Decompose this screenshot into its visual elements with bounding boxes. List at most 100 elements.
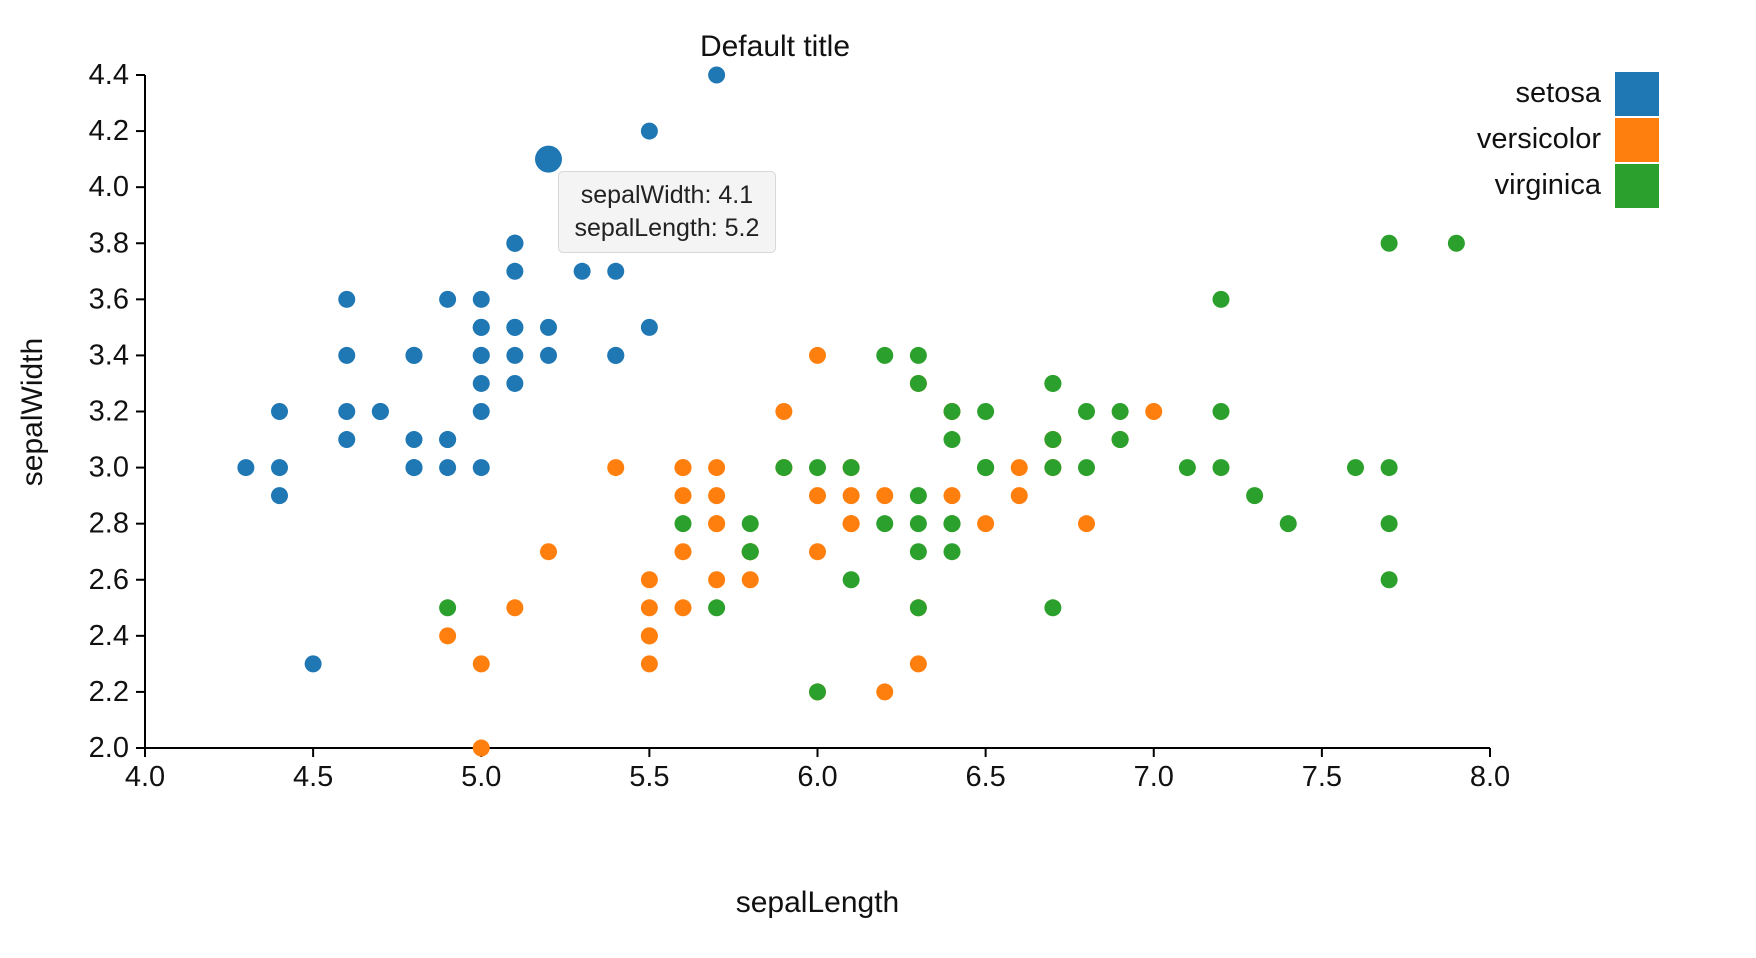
data-point-setosa[interactable] xyxy=(338,290,356,308)
data-point-setosa[interactable] xyxy=(472,346,490,364)
data-point-versicolor[interactable] xyxy=(472,739,490,757)
data-point-virginica[interactable] xyxy=(1380,459,1398,477)
data-point-virginica[interactable] xyxy=(876,515,894,533)
data-point-setosa[interactable] xyxy=(271,487,288,505)
data-point-versicolor[interactable] xyxy=(876,683,894,701)
data-point-virginica[interactable] xyxy=(741,515,759,533)
data-point-setosa[interactable] xyxy=(506,262,524,280)
data-point-versicolor[interactable] xyxy=(674,543,692,561)
data-point-versicolor[interactable] xyxy=(842,487,860,505)
data-point-virginica[interactable] xyxy=(1078,459,1095,477)
legend-item-virginica[interactable]: virginica xyxy=(1477,163,1659,208)
data-point-setosa[interactable] xyxy=(338,403,356,420)
legend-item-versicolor[interactable]: versicolor xyxy=(1477,117,1659,162)
data-point-setosa[interactable] xyxy=(607,346,625,364)
data-point-versicolor[interactable] xyxy=(1010,487,1028,505)
data-point-virginica[interactable] xyxy=(909,487,927,505)
data-point-virginica[interactable] xyxy=(909,599,927,617)
data-point-virginica[interactable] xyxy=(708,599,726,617)
data-point-virginica[interactable] xyxy=(809,459,826,477)
data-point-setosa[interactable] xyxy=(640,122,658,140)
data-point-versicolor[interactable] xyxy=(775,403,793,420)
data-point-versicolor[interactable] xyxy=(472,655,490,673)
data-point-setosa[interactable] xyxy=(472,403,490,420)
data-point-setosa[interactable] xyxy=(708,66,726,84)
data-point-virginica[interactable] xyxy=(1246,487,1264,505)
data-point-virginica[interactable] xyxy=(1111,431,1129,449)
data-point-virginica[interactable] xyxy=(674,515,692,533)
data-point-virginica[interactable] xyxy=(977,403,995,420)
data-point-virginica[interactable] xyxy=(909,543,927,561)
data-point-virginica[interactable] xyxy=(876,346,894,364)
data-point-virginica[interactable] xyxy=(741,543,759,561)
data-point-virginica[interactable] xyxy=(943,515,961,533)
data-point-virginica[interactable] xyxy=(1380,571,1398,589)
data-point-versicolor[interactable] xyxy=(977,515,995,533)
data-point-versicolor[interactable] xyxy=(640,655,658,673)
data-point-versicolor[interactable] xyxy=(708,459,726,477)
data-point-setosa[interactable] xyxy=(271,459,288,477)
data-point-virginica[interactable] xyxy=(1044,431,1062,449)
data-point-virginica[interactable] xyxy=(1212,403,1230,420)
data-point-setosa[interactable] xyxy=(271,403,288,420)
data-point-versicolor[interactable] xyxy=(607,459,625,477)
data-point-virginica[interactable] xyxy=(1044,374,1062,392)
data-point-versicolor[interactable] xyxy=(943,487,961,505)
data-point-virginica[interactable] xyxy=(1380,515,1398,533)
data-point-versicolor[interactable] xyxy=(809,346,826,364)
data-point-virginica[interactable] xyxy=(1447,234,1465,252)
data-point-virginica[interactable] xyxy=(1279,515,1297,533)
data-point-versicolor[interactable] xyxy=(439,627,457,645)
data-point-setosa[interactable] xyxy=(405,431,423,449)
data-point-versicolor[interactable] xyxy=(640,627,658,645)
data-point-versicolor[interactable] xyxy=(674,459,692,477)
data-point-versicolor[interactable] xyxy=(842,515,860,533)
data-point-setosa[interactable] xyxy=(338,431,356,449)
data-point-setosa[interactable] xyxy=(439,459,457,477)
data-point-versicolor[interactable] xyxy=(708,487,726,505)
data-point-versicolor[interactable] xyxy=(876,487,894,505)
data-point-setosa[interactable] xyxy=(472,318,490,336)
data-point-virginica[interactable] xyxy=(909,515,927,533)
data-point-setosa[interactable] xyxy=(304,655,322,673)
data-point-setosa[interactable] xyxy=(405,459,423,477)
data-point-setosa[interactable] xyxy=(506,346,524,364)
data-point-virginica[interactable] xyxy=(1212,290,1230,308)
data-point-virginica[interactable] xyxy=(1380,234,1398,252)
data-point-setosa[interactable] xyxy=(607,262,625,280)
data-point-virginica[interactable] xyxy=(977,459,995,477)
data-point-versicolor[interactable] xyxy=(540,543,557,561)
data-point-setosa[interactable] xyxy=(640,318,658,336)
data-point-versicolor[interactable] xyxy=(674,599,692,617)
data-point-versicolor[interactable] xyxy=(708,515,726,533)
data-point-versicolor[interactable] xyxy=(708,571,726,589)
data-point-virginica[interactable] xyxy=(775,459,793,477)
data-point-setosa[interactable] xyxy=(371,403,389,420)
data-point-virginica[interactable] xyxy=(1347,459,1364,477)
data-point-setosa[interactable] xyxy=(472,290,490,308)
data-point-versicolor[interactable] xyxy=(809,487,826,505)
data-point-virginica[interactable] xyxy=(842,459,860,477)
data-point-versicolor[interactable] xyxy=(640,599,658,617)
data-point-virginica[interactable] xyxy=(1044,599,1062,617)
data-point-virginica[interactable] xyxy=(1178,459,1196,477)
data-point-versicolor[interactable] xyxy=(741,571,759,589)
data-point-setosa[interactable] xyxy=(472,374,490,392)
legend-item-setosa[interactable]: setosa xyxy=(1477,71,1659,116)
data-point-virginica[interactable] xyxy=(1044,459,1062,477)
data-point-virginica[interactable] xyxy=(943,403,961,420)
data-point-versicolor[interactable] xyxy=(909,655,927,673)
data-point-setosa[interactable] xyxy=(506,374,524,392)
data-point-versicolor[interactable] xyxy=(506,599,524,617)
data-point-virginica[interactable] xyxy=(1111,403,1129,420)
data-point-setosa[interactable] xyxy=(439,290,457,308)
data-point-virginica[interactable] xyxy=(943,543,961,561)
data-point-setosa[interactable] xyxy=(439,431,457,449)
data-point-versicolor[interactable] xyxy=(1145,403,1163,420)
data-point-setosa[interactable] xyxy=(506,318,524,336)
data-point-versicolor[interactable] xyxy=(1078,515,1095,533)
data-point-virginica[interactable] xyxy=(1078,403,1095,420)
data-point-versicolor[interactable] xyxy=(1010,459,1028,477)
data-point-virginica[interactable] xyxy=(1212,459,1230,477)
data-point-versicolor[interactable] xyxy=(809,543,826,561)
